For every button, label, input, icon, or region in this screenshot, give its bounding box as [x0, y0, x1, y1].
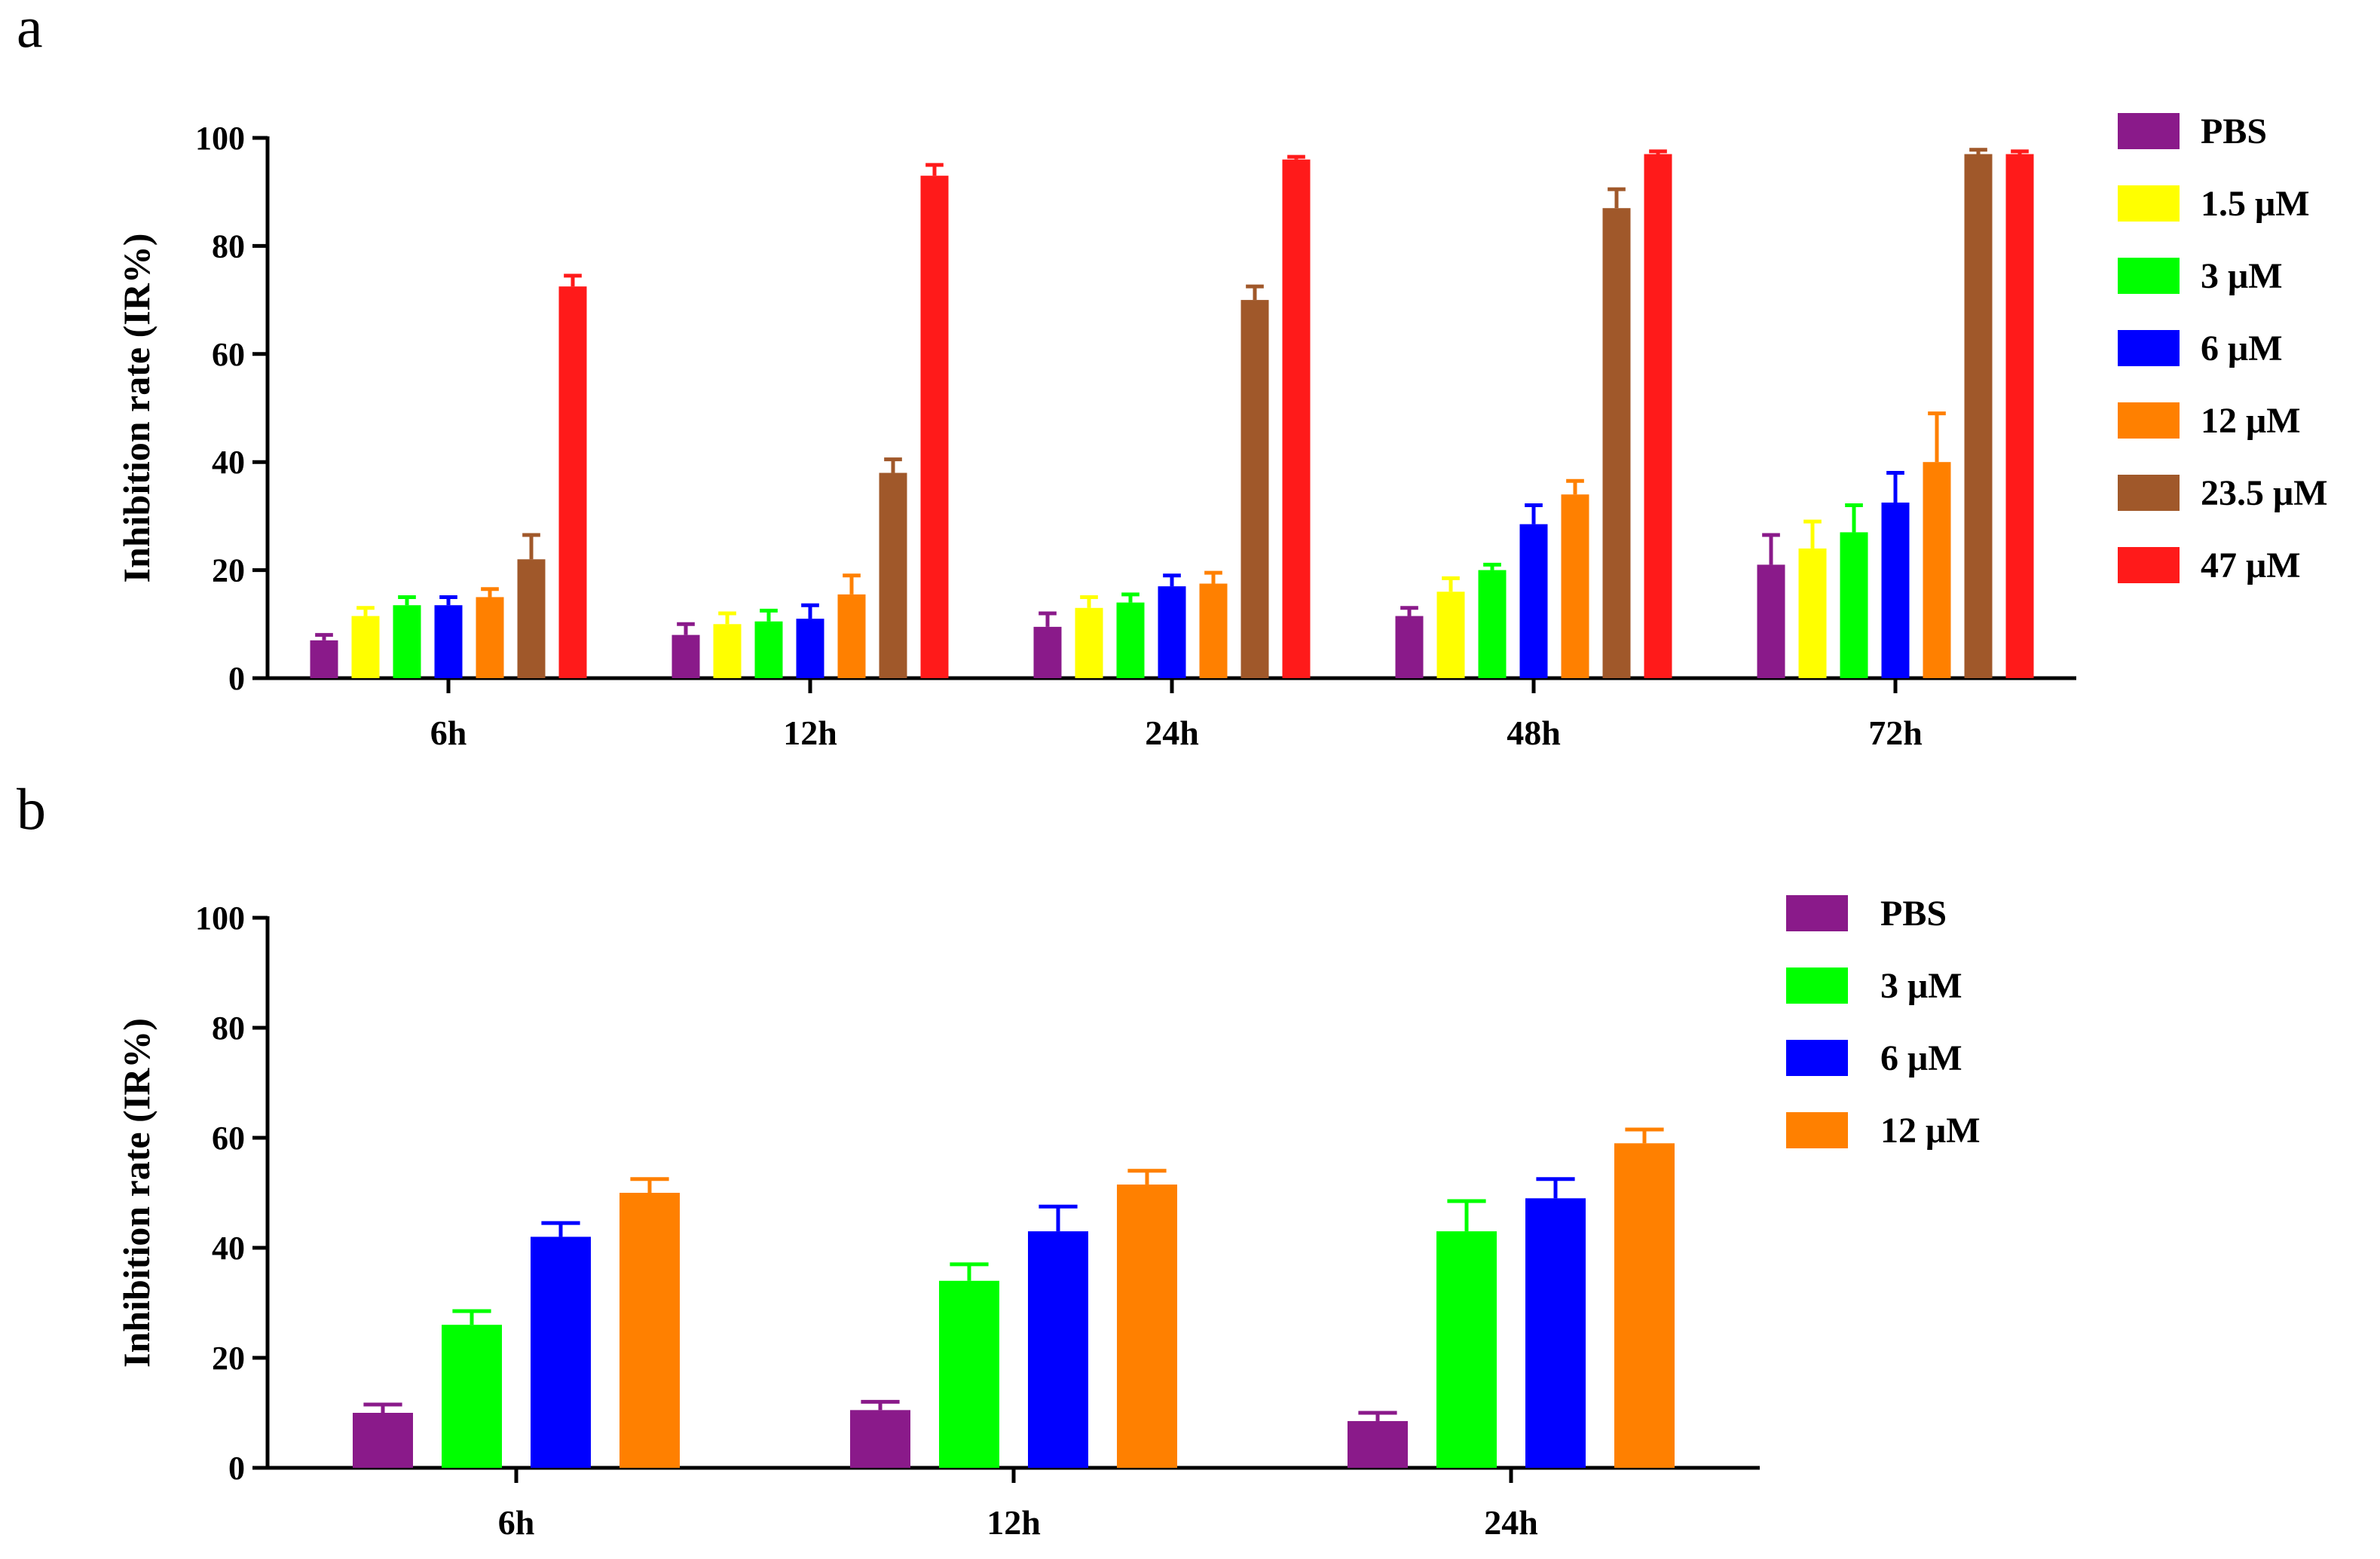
panel-b-bar-12-um [1614, 1143, 1675, 1468]
panel-a-bar-6-um [1519, 524, 1548, 678]
panel-b-x-tick-label: 12h [987, 1503, 1041, 1542]
panel-b-legend-swatch-pbs [1786, 895, 1848, 931]
panel-a-bar-3-um [754, 621, 783, 678]
panel-a-bar-3-um [1116, 602, 1145, 678]
panel-b-bar-12-um [1117, 1185, 1177, 1468]
panel-a-legend-label-6-um: 6 μM [2201, 329, 2283, 368]
panel-a-bar-12-um [1561, 494, 1589, 678]
panel-a-bar-1-5-um [1075, 607, 1103, 678]
panel-a-legend-label-23-5-um: 23.5 μM [2201, 473, 2328, 513]
panel-a-bar-1-5-um [1798, 548, 1827, 678]
panel-a-bar-1-5-um [351, 616, 380, 678]
panel-b-y-tick-label: 100 [195, 900, 245, 937]
panel-a-x-tick-label: 12h [783, 714, 837, 752]
panel-a-bar-12-um [476, 597, 504, 678]
panel-a-legend-swatch-12-um [2118, 402, 2180, 439]
panel-a-legend-swatch-1-5-um [2118, 185, 2180, 222]
panel-b-bar-pbs [353, 1413, 413, 1468]
panel-b-bar-6-um [1028, 1231, 1088, 1468]
panel-a-x-tick-label: 48h [1507, 714, 1561, 752]
panel-a-bar-3-um [1478, 570, 1507, 678]
panel-a-bar-47-um [2005, 154, 2034, 678]
panel-a-bar-23-5-um [1602, 208, 1631, 679]
panel-a-y-tick-label: 60 [212, 336, 245, 373]
panel-a-bar-6-um [1881, 502, 1910, 678]
panel-a-legend-swatch-pbs [2118, 113, 2180, 149]
panel-a-x-tick-label: 6h [430, 714, 467, 752]
panel-b-y-tick-label: 40 [212, 1230, 245, 1267]
panel-a-legend-label-1-5-um: 1.5 μM [2201, 184, 2310, 224]
panel-b-x-tick-label: 24h [1484, 1503, 1538, 1542]
panel-a-x-tick-label: 24h [1145, 714, 1199, 752]
panel-a-y-tick-label: 80 [212, 228, 245, 264]
panel-a-legend-label-3-um: 3 μM [2201, 256, 2283, 296]
panel-b-bar-3-um [939, 1280, 999, 1468]
panel-a-bar-pbs [1033, 626, 1062, 678]
panel-a-bar-6-um [1158, 586, 1186, 678]
panel-b-letter: b [17, 776, 46, 842]
panel-a-legend-swatch-6-um [2118, 330, 2180, 366]
panel-a-bar-47-um [920, 176, 949, 678]
panel-a-bar-47-um [558, 286, 587, 678]
panel-b-y-axis-title: Inhibition rate (IR%) [115, 1018, 158, 1368]
panel-b: b 0 20 40 60 80 100 Inhibition rate (IR%) 6h 12h… [17, 776, 1981, 1542]
panel-b-y-tick-label: 20 [212, 1340, 245, 1377]
panel-a-bar-12-um [837, 594, 866, 678]
panel-b-bar-pbs [850, 1410, 910, 1468]
panel-a-y-tick-label: 20 [212, 552, 245, 589]
panel-a-legend-swatch-47-um [2118, 547, 2180, 583]
panel-a-bar-23-5-um [517, 559, 546, 678]
panel-b-legend-label-pbs: PBS [1880, 894, 1947, 934]
panel-b-bar-pbs [1348, 1420, 1408, 1468]
panel-a-y-tick-label: 0 [228, 660, 245, 697]
panel-a-bar-23-5-um [1240, 300, 1269, 678]
panel-a-bar-6-um [796, 619, 824, 678]
panel-b-legend-swatch-12-um [1786, 1112, 1848, 1148]
panel-b-bar-3-um [1436, 1231, 1497, 1468]
panel-b-legend-swatch-3-um [1786, 967, 1848, 1004]
panel-b-bar-6-um [1525, 1198, 1586, 1468]
panel-a-bar-23-5-um [879, 472, 907, 678]
panel-a-bar-pbs [1757, 564, 1785, 678]
panel-a-bar-pbs [671, 634, 700, 678]
panel-a-legend-swatch-23-5-um [2118, 475, 2180, 511]
panel-a-bar-6-um [434, 605, 463, 678]
panel-b-bar-12-um [619, 1193, 680, 1468]
panel-a-bar-12-um [1199, 583, 1228, 678]
panel-b-legend-label-6-um: 6 μM [1880, 1038, 1962, 1078]
panel-a-letter: a [17, 0, 43, 60]
panel-a-bar-1-5-um [1436, 592, 1465, 678]
panel-a-bar-47-um [1644, 154, 1672, 678]
panel-a-y-tick-label: 100 [195, 120, 245, 157]
panel-b-bar-6-um [531, 1237, 591, 1468]
panel-b-y-tick-label: 80 [212, 1010, 245, 1047]
panel-a-bar-3-um [1840, 532, 1868, 678]
panel-a-bar-1-5-um [713, 624, 742, 678]
panel-a-bar-23-5-um [1964, 154, 1993, 678]
panel-b-legend-label-3-um: 3 μM [1880, 966, 1962, 1006]
panel-b-x-tick-label: 6h [498, 1503, 535, 1542]
panel-b-y-tick-label: 0 [228, 1450, 245, 1487]
panel-a-legend-label-12-um: 12 μM [2201, 401, 2301, 441]
panel-b-y-tick-label: 60 [212, 1120, 245, 1157]
panel-a-bar-pbs [1395, 616, 1424, 678]
panel-a-legend-label-pbs: PBS [2201, 112, 2267, 151]
panel-a-bar-3-um [393, 605, 421, 678]
panel-a-legend-swatch-3-um [2118, 258, 2180, 294]
panel-a-y-axis-title: Inhibition rate (IR%) [115, 234, 158, 583]
panel-a-bar-pbs [310, 640, 338, 678]
panel-a-y-tick-label: 40 [212, 444, 245, 481]
panel-a-bar-12-um [1923, 462, 1951, 678]
panel-a-bar-47-um [1282, 159, 1311, 678]
panel-a-legend-label-47-um: 47 μM [2201, 546, 2301, 585]
panel-a-x-tick-label: 72h [1868, 714, 1923, 752]
panel-b-legend-swatch-6-um [1786, 1040, 1848, 1076]
panel-b-bar-3-um [442, 1325, 502, 1468]
panel-a: a 0 20 40 60 80 100 Inhibition rate (IR%) 6h 12h… [17, 0, 2328, 752]
panel-b-legend-label-12-um: 12 μM [1880, 1111, 1981, 1151]
